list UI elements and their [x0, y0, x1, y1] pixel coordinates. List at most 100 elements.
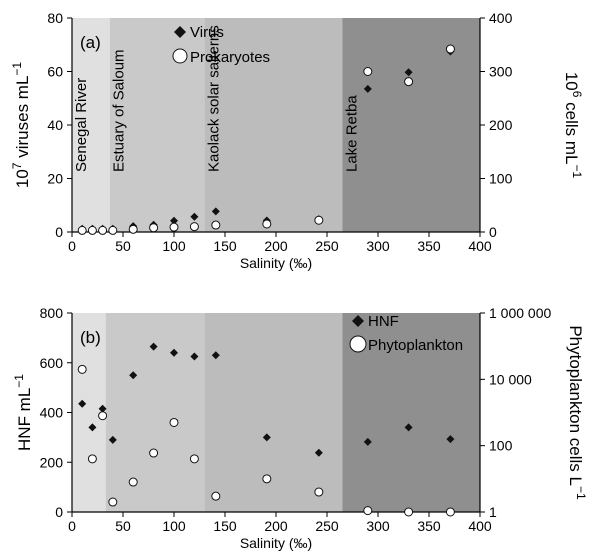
x-tick-label: 400	[468, 238, 492, 254]
y-tick-label: 200	[40, 454, 64, 470]
data-point-phytoplankton	[149, 448, 159, 458]
y-tick-label: 20	[47, 171, 63, 187]
data-point-prokaryotes	[262, 219, 272, 229]
legend-label-hnf: HNF	[368, 313, 399, 330]
data-point-prokaryotes	[87, 225, 97, 235]
data-point-prokaryotes	[211, 220, 221, 230]
data-point-hnf	[170, 348, 178, 357]
x-tick-label: 0	[68, 518, 76, 534]
data-point-prokaryotes	[363, 67, 373, 76]
data-point-phytoplankton	[211, 491, 221, 501]
y2-axis-label: Phytoplankton cells L−1	[566, 325, 588, 500]
zone-band	[204, 18, 343, 232]
data-point-prokaryotes	[314, 215, 324, 225]
panel-b: 0 50 100 150 200 250 300 350 400 0 200 400 600 800 1 10…	[40, 305, 552, 551]
y-tick-label: 0	[55, 224, 63, 240]
y2-tick-label: 100	[489, 438, 513, 454]
data-point-hnf	[190, 352, 199, 361]
y-tick-label: 0	[55, 504, 63, 520]
data-point-prokaryotes	[149, 223, 159, 233]
data-point-prokaryotes	[404, 77, 414, 87]
zone-band	[72, 18, 110, 232]
data-point-phytoplankton	[128, 477, 138, 487]
legend-marker-hnf	[352, 315, 364, 327]
y2-tick-label: 300	[489, 64, 513, 80]
x-tick-label: 400	[468, 518, 492, 534]
data-point-hnf	[98, 404, 107, 413]
data-point-phytoplankton	[445, 507, 455, 517]
data-point-prokaryotes	[98, 225, 108, 235]
data-point-phytoplankton	[262, 474, 272, 484]
data-point-virus	[211, 207, 220, 216]
x-tick-label: 300	[366, 238, 390, 254]
x-tick-label: 200	[264, 518, 288, 534]
x-tick-label: 0	[68, 238, 76, 254]
data-point-hnf	[363, 437, 372, 446]
legend-marker-prokaryotes	[172, 48, 188, 64]
data-point-virus	[190, 212, 199, 221]
zone-band	[342, 18, 480, 232]
legend-marker-phytoplankton	[349, 335, 367, 353]
data-point-hnf	[446, 435, 455, 444]
y2-tick-label: 200	[489, 117, 513, 133]
x-tick-label: 150	[213, 518, 237, 534]
x-tick-label: 300	[366, 518, 390, 534]
data-point-hnf	[78, 399, 87, 408]
y-tick-label: 80	[47, 10, 63, 26]
data-point-virus	[170, 216, 178, 225]
zone-band	[105, 313, 205, 512]
x-tick-label: 100	[162, 518, 186, 534]
legend-label-prokaryotes: Prokaryotes	[190, 49, 270, 66]
y2-tick-label: 10 000	[489, 371, 532, 387]
zone-label: Lake Retba	[343, 95, 360, 172]
data-point-hnf	[88, 423, 97, 432]
legend-label-phytoplankton: Phytoplankton	[368, 337, 463, 354]
data-point-hnf	[129, 371, 138, 380]
y2-tick-label: 1 000 000	[489, 305, 551, 321]
data-point-phytoplankton	[87, 454, 97, 464]
y-tick-label: 800	[40, 305, 64, 321]
y2-tick-label: 400	[489, 10, 513, 26]
data-point-phytoplankton	[189, 454, 199, 464]
data-point-prokaryotes	[169, 222, 179, 232]
data-point-hnf	[149, 342, 158, 351]
zone-label: Kaolack solar salterns	[206, 25, 223, 172]
x-axis-label: Salinity (‰)	[240, 535, 312, 551]
x-tick-label: 150	[213, 238, 237, 254]
y2-tick-label: 1	[489, 504, 497, 520]
data-point-phytoplankton	[404, 507, 414, 517]
data-point-phytoplankton	[108, 497, 118, 507]
y2-tick-label: 100	[489, 171, 513, 187]
x-tick-label: 350	[417, 518, 441, 534]
zone-label: Senegal River	[73, 78, 90, 172]
x-tick-label: 250	[315, 238, 339, 254]
data-point-prokaryotes	[128, 224, 138, 234]
data-point-hnf	[404, 423, 413, 432]
x-tick-label: 350	[417, 238, 441, 254]
zone-band	[204, 313, 343, 512]
y-tick-label: 400	[40, 405, 64, 421]
data-point-phytoplankton	[363, 506, 373, 516]
panel-a: Senegal River Estuary of Saloum Kaolack so…	[47, 10, 512, 271]
x-tick-label: 100	[162, 238, 186, 254]
data-point-phytoplankton	[314, 487, 324, 497]
data-point-phytoplankton	[77, 364, 87, 374]
zone-label: Estuary of Saloum	[111, 49, 128, 172]
y-axis-label: 107 viruses mL−1	[10, 62, 32, 189]
panel-label: (a)	[80, 33, 101, 52]
data-point-hnf	[314, 448, 323, 457]
x-axis-label: Salinity (‰)	[240, 255, 312, 271]
data-point-prokaryotes	[189, 222, 199, 232]
y2-axis-label: 106 cells mL−1	[562, 72, 584, 179]
zone-band	[109, 18, 205, 232]
data-point-hnf	[262, 433, 271, 442]
y-axis-label: HNF mL−1	[12, 374, 34, 451]
y2-tick-label: 0	[489, 224, 497, 240]
legend-label-virus: Virus	[190, 24, 224, 41]
x-tick-label: 200	[264, 238, 288, 254]
x-tick-label: 50	[115, 518, 131, 534]
data-point-hnf	[211, 351, 220, 360]
data-point-virus	[404, 68, 413, 77]
panel-label: (b)	[80, 328, 101, 347]
